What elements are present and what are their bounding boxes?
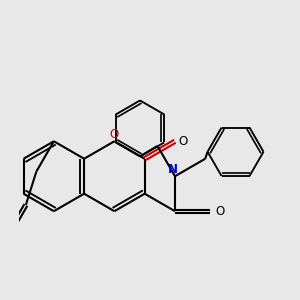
Text: N: N	[168, 164, 178, 176]
Text: O: O	[178, 135, 187, 148]
Text: O: O	[215, 205, 224, 218]
Text: O: O	[110, 128, 119, 142]
